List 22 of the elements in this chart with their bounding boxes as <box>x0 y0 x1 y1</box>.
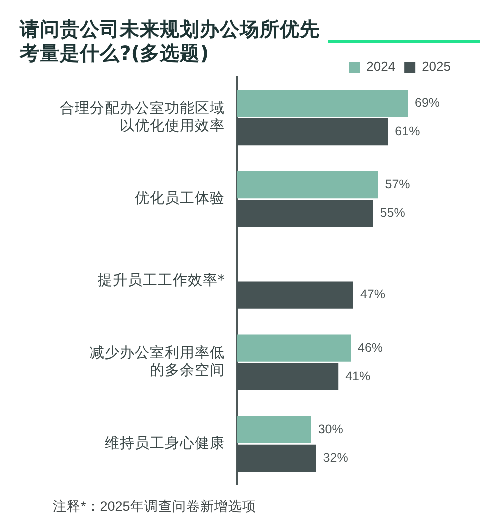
data-label: 57% <box>385 178 410 192</box>
y-tick-label: 减少办公室利用率低的多余空间 <box>90 344 225 380</box>
y-tick-label: 优化员工体验 <box>135 190 225 208</box>
chart-title: 请问贵公司未来规划办公场所优先考量是什么?(多选题) <box>20 18 321 66</box>
legend-label: 2024 <box>366 59 396 74</box>
text: 注释*：2025年调查问卷新增选项 <box>53 498 256 516</box>
y-tick-label: 合理分配办公室功能区域以优化使用效率 <box>60 100 225 134</box>
bar <box>237 334 351 362</box>
data-label: 61% <box>395 124 420 139</box>
bar <box>237 172 378 199</box>
data-label: 30% <box>318 422 344 436</box>
data-label: 32% <box>323 450 348 465</box>
data-label: 41% <box>346 369 371 384</box>
data-label: 69% <box>415 96 440 110</box>
y-tick-label: 提升员工工作效率* <box>98 272 225 289</box>
data-label: 55% <box>380 206 406 220</box>
data-label: 47% <box>360 288 386 302</box>
y-tick-label: 维持员工身心健康 <box>105 434 225 452</box>
legend-label: 2025 <box>422 59 451 74</box>
data-label: 46% <box>358 340 384 355</box>
bar <box>237 416 312 444</box>
bar <box>237 90 408 118</box>
